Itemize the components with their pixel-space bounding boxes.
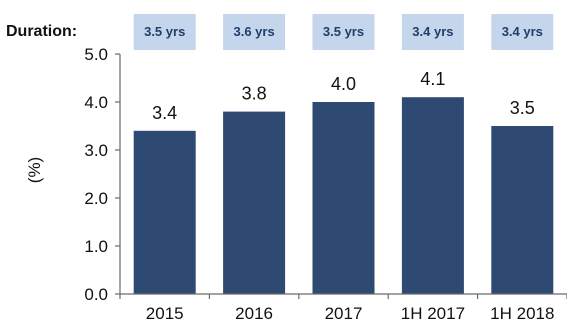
y-tick-label: 4.0 xyxy=(84,93,108,112)
x-tick-label: 2017 xyxy=(325,304,363,323)
duration-badge-label: 3.4 yrs xyxy=(502,24,543,39)
duration-badge xyxy=(312,14,375,50)
duration-badge-label: 3.5 yrs xyxy=(144,24,185,39)
duration-badge-label: 3.4 yrs xyxy=(412,24,453,39)
y-tick-label: 2.0 xyxy=(84,189,108,208)
x-tick-label: 2015 xyxy=(146,304,184,323)
bar xyxy=(312,102,375,294)
data-label: 4.1 xyxy=(420,69,445,89)
duration-badge xyxy=(223,14,286,50)
data-label: 3.4 xyxy=(152,103,177,123)
duration-badge xyxy=(401,14,464,50)
x-tick-label: 1H 2017 xyxy=(401,304,465,323)
y-axis-ticks: 0.0 1.0 2.0 3.0 4.0 5.0 xyxy=(84,45,567,304)
x-axis-labels: 2015 2016 2017 1H 2017 1H 2018 xyxy=(146,304,555,323)
data-labels: 3.4 3.8 4.0 4.1 3.5 xyxy=(152,69,535,123)
y-tick-label: 1.0 xyxy=(84,237,108,256)
y-tick-label: 3.0 xyxy=(84,141,108,160)
bar xyxy=(223,111,286,294)
duration-badge-label: 3.5 yrs xyxy=(323,24,364,39)
bar xyxy=(401,97,464,294)
y-tick-label: 0.0 xyxy=(84,285,108,304)
bar xyxy=(133,130,196,294)
data-label: 3.8 xyxy=(242,84,267,104)
x-tick-label: 2016 xyxy=(235,304,273,323)
y-tick-label: 5.0 xyxy=(84,45,108,64)
duration-badge xyxy=(133,14,196,50)
bars xyxy=(133,97,554,294)
x-tick-label: 1H 2018 xyxy=(490,304,554,323)
data-label: 3.5 xyxy=(510,98,535,118)
duration-badges: 3.5 yrs 3.6 yrs 3.5 yrs 3.4 yrs 3.4 yrs xyxy=(133,14,554,50)
data-label: 4.0 xyxy=(331,74,356,94)
duration-badge xyxy=(491,14,554,50)
y-axis-label: (%) xyxy=(25,157,44,183)
bar xyxy=(491,126,554,294)
duration-header-label: Duration: xyxy=(6,23,77,40)
duration-badge-label: 3.6 yrs xyxy=(233,24,274,39)
